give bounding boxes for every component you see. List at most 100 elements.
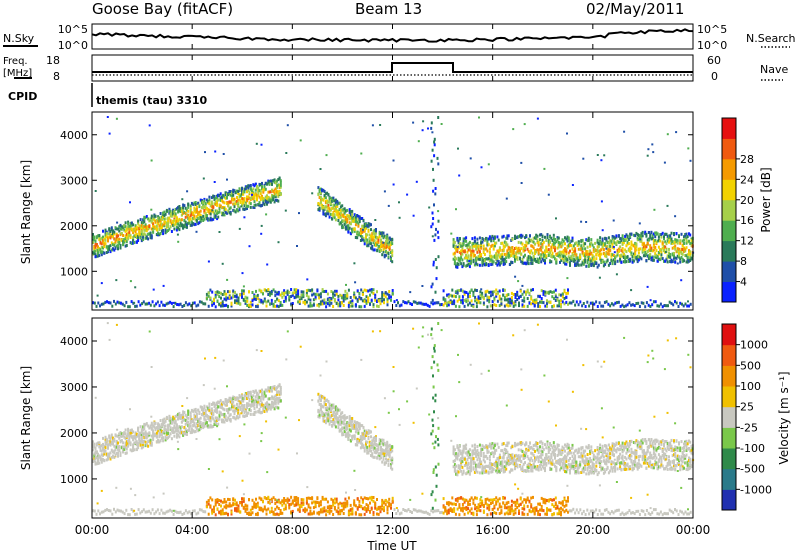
power-cell [434, 187, 437, 190]
power-cell [249, 300, 252, 304]
velocity-cell [273, 407, 276, 411]
power-cell [373, 228, 376, 232]
power-cell [234, 300, 236, 304]
power-cell [178, 228, 181, 232]
power-cell [570, 301, 573, 305]
power-cell [639, 235, 642, 239]
power-cell [497, 253, 500, 257]
velocity-cell [94, 457, 97, 461]
power-cell [256, 198, 258, 202]
power-cell [362, 238, 365, 242]
power-cell [366, 244, 369, 248]
power-cell [200, 201, 203, 205]
power-cell [649, 305, 652, 308]
velocity-cell [261, 391, 263, 395]
power-cell [147, 232, 150, 236]
power-cell [156, 300, 159, 304]
power-cell [322, 205, 325, 209]
power-cell [125, 240, 128, 244]
power-cell [109, 301, 112, 305]
power-cell [560, 252, 563, 256]
power-cell [579, 247, 582, 251]
power-cell [468, 240, 471, 244]
power-cell [140, 223, 143, 227]
power-cell [158, 224, 161, 228]
power-cell [521, 284, 524, 287]
power-cell [357, 222, 360, 226]
power-cell [660, 233, 663, 236]
power-cell [199, 213, 202, 217]
power-cell [344, 227, 347, 231]
velocity-cell [97, 460, 99, 464]
power-cell [516, 298, 519, 301]
power-cell [218, 210, 221, 214]
power-cell [480, 288, 483, 291]
power-cell [447, 303, 450, 307]
power-cell [207, 260, 210, 263]
power-cell [240, 205, 243, 208]
power-cell [624, 248, 627, 252]
power-cell [128, 234, 131, 238]
velocity-cell [231, 400, 233, 404]
power-cell [247, 188, 250, 192]
power-cell [454, 304, 457, 308]
power-cell [587, 264, 590, 268]
power-cell [636, 257, 639, 261]
power-cell [170, 301, 173, 305]
cpid-value: themis (tau) 3310 [96, 94, 208, 107]
power-cell [342, 225, 345, 229]
power-cell [223, 290, 226, 294]
power-colorbar-tick-label: 24 [740, 173, 754, 186]
velocity-cell [238, 405, 241, 409]
power-cell [472, 293, 475, 297]
power-cell [599, 252, 602, 256]
power-cell [142, 221, 145, 225]
power-cell [397, 301, 399, 305]
power-cell [115, 227, 118, 231]
power-cell [95, 254, 98, 258]
power-cell [684, 302, 687, 306]
power-cell [659, 258, 662, 262]
velocity-cell [243, 405, 246, 409]
power-cell [272, 196, 275, 200]
power-cell [475, 305, 478, 309]
power-cell [398, 201, 400, 204]
power-cell [251, 190, 253, 194]
power-cell [152, 224, 155, 228]
power-cell [230, 302, 233, 306]
velocity-cell [97, 461, 99, 465]
power-cell [267, 179, 270, 183]
velocity-cell [207, 417, 210, 420]
power-cell [357, 224, 360, 228]
velocity-cell [213, 423, 216, 426]
velocity-cell [163, 431, 166, 435]
power-cell [624, 238, 627, 242]
velocity-cell [210, 410, 213, 414]
power-cell [117, 234, 119, 238]
power-cell [157, 215, 160, 219]
velocity-cell [218, 413, 221, 417]
velocity-cell [168, 434, 171, 438]
power-cell [532, 255, 535, 259]
power-cell [137, 219, 140, 223]
power-cell [663, 237, 665, 241]
power-cell [612, 258, 615, 262]
velocity-cell [241, 396, 243, 400]
power-cell [378, 244, 381, 248]
power-cell [674, 215, 677, 218]
power-cell [173, 223, 176, 227]
power-cell [334, 218, 337, 222]
power-colorbar-swatch [722, 281, 736, 303]
power-cell [193, 214, 196, 218]
power-cell [627, 260, 630, 263]
power-cell [239, 188, 242, 192]
velocity-cell [97, 452, 99, 456]
power-cell [311, 304, 314, 308]
power-cell [460, 300, 463, 304]
power-cell [194, 203, 197, 206]
power-cell [544, 304, 547, 308]
power-cell [267, 299, 270, 303]
power-cell [172, 212, 175, 216]
power-cell [458, 295, 461, 299]
power-cell [342, 207, 345, 211]
